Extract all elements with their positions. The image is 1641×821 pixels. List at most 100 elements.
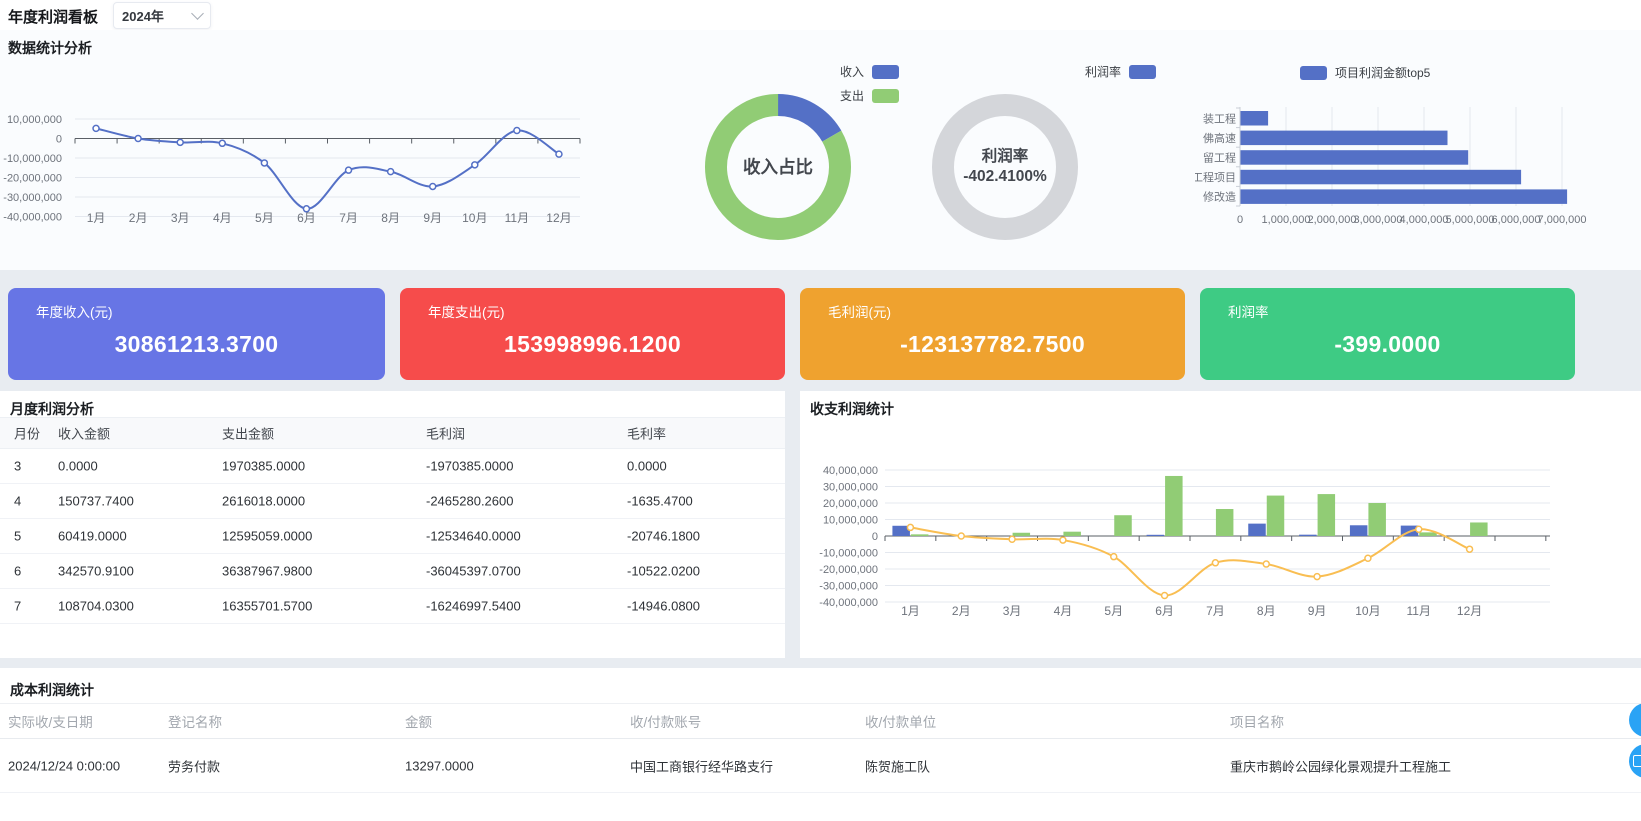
svg-text:工程项目: 工程项目 [1195,171,1236,184]
svg-text:7月: 7月 [1206,604,1225,618]
year-select-value: 2024年 [122,9,164,24]
profit-rate-legend: 利润率 [1085,63,1157,80]
kpi-card-gross-profit: 毛利润(元) -123137782.7500 [800,288,1185,380]
table-cell: -14946.0800 [627,598,701,614]
svg-text:收入占比: 收入占比 [743,157,813,177]
data-point [92,124,100,133]
svg-text:5月: 5月 [1104,604,1123,618]
legend-label: 支出 [840,89,865,103]
kpi-value: 30861213.3700 [114,331,279,357]
svg-text:0: 0 [1237,214,1243,226]
income-expense-section-title: 收支利润统计 [810,401,894,417]
monthly-table-row: 5 60419.0000 12595059.0000 -12534640.0000 -2… [0,519,785,554]
table-cell: 7 [14,598,22,614]
svg-text:7,000,000: 7,000,000 [1538,214,1587,226]
year-select[interactable]: 2024年 [113,2,211,29]
data-point [176,138,184,147]
svg-text:留工程: 留工程 [1203,151,1236,164]
svg-text:-20,000,000: -20,000,000 [3,173,62,185]
legend-swatch-blue [872,64,900,79]
income-bar [892,525,910,536]
table-cell: 36387967.9800 [222,563,313,579]
kpi-card-annual-expense: 年度支出(元) 153998996.1200 [400,288,785,380]
svg-text:4月: 4月 [213,211,232,225]
svg-text:-30,000,000: -30,000,000 [3,192,62,204]
monthly-profit-line-chart[interactable]: 10,000,000 0 -10,000,000 -20,000,000 -30,000… [0,95,600,245]
top-bar: 年度利润看板 2024年 [0,0,1641,31]
column-header: 收/付款账号 [630,715,702,730]
table-cell: 60419.0000 [58,528,127,544]
monthly-table-header: 月份 收入金额 支出金额 毛利润 毛利率 [0,417,785,449]
table-cell: -12534640.0000 [426,528,521,544]
data-point [428,182,437,191]
svg-text:佛高速: 佛高速 [1203,131,1236,145]
svg-text:-10,000,000: -10,000,000 [819,548,878,560]
table-cell: 陈贺施工队 [865,759,931,774]
svg-text:8月: 8月 [381,211,400,225]
table-cell: 0.0000 [58,458,98,474]
table-cell: 0.0000 [627,458,667,474]
data-point [1313,572,1321,581]
legend-swatch-blue [1129,64,1157,79]
svg-text:10,000,000: 10,000,000 [823,515,878,527]
kpi-label: 年度支出(元) [428,305,505,320]
svg-text:6月: 6月 [297,211,316,225]
table-cell: 2616018.0000 [222,493,306,509]
expense-bar [1215,509,1234,536]
legend-swatch-blue [1300,65,1327,80]
svg-text:10月: 10月 [1355,604,1380,618]
svg-text:40,000,000: 40,000,000 [823,465,878,477]
svg-text:0: 0 [872,531,878,543]
profit-rate-donut-chart[interactable]: 利润率 -402.4100% [927,89,1087,249]
expense-bar [1368,503,1386,536]
project-profit-bar [1240,130,1448,146]
svg-text:9月: 9月 [423,211,442,225]
project-profit-bar [1240,189,1568,204]
svg-text:5月: 5月 [255,211,274,225]
income-ratio-donut-chart[interactable]: 收入占比 [700,89,860,249]
stats-panel: 数据统计分析 [0,30,1641,270]
income-bar [1349,525,1368,536]
kpi-card-annual-income: 年度收入(元) 30861213.3700 [8,288,385,380]
column-header: 登记名称 [168,715,222,730]
legend-item-income[interactable]: 收入 [840,63,900,80]
svg-text:3,000,000: 3,000,000 [1354,214,1403,226]
svg-text:-30,000,000: -30,000,000 [819,581,878,593]
income-expense-bar-line-chart[interactable]: 40,000,000 30,000,000 20,000,000 10,000,000… [810,425,1641,625]
income-expense-legend: 收入 支出 [840,63,900,104]
legend-item-project-top5[interactable]: 项目利润金额top5 [1300,64,1430,81]
kpi-value: -399.0000 [1334,331,1441,357]
svg-text:6月: 6月 [1155,604,1174,618]
legend-item-profit-rate[interactable]: 利润率 [1085,63,1157,80]
expense-bar [1012,532,1031,536]
data-point [1211,559,1220,567]
monthly-table-row: 3 0.0000 1970385.0000 -1970385.0000 0.0000 [0,449,785,484]
column-header: 项目名称 [1230,715,1284,730]
svg-text:-10,000,000: -10,000,000 [3,153,62,165]
floating-action-button-top[interactable] [1629,703,1641,737]
table-cell: 2024/12/24 0:00:00 [8,758,121,773]
svg-text:30,000,000: 30,000,000 [823,482,878,494]
svg-text:-20,000,000: -20,000,000 [819,564,878,576]
column-header: 毛利率 [627,426,667,442]
svg-text:2月: 2月 [129,211,148,225]
table-cell: -10522.0200 [627,563,701,579]
svg-text:修改造: 修改造 [1203,190,1236,204]
svg-text:20,000,000: 20,000,000 [823,498,878,510]
table-cell: -1635.4700 [627,493,693,509]
expense-bar [1063,531,1081,536]
table-cell: 12595059.0000 [222,528,313,544]
column-header: 实际收/支日期 [8,715,93,730]
table-cell: 中国工商银行经华路支行 [630,759,774,774]
customer-service-button[interactable] [1629,744,1641,778]
expense-bar [1165,475,1183,536]
page-title: 年度利润看板 [8,9,99,26]
svg-text:利润率: 利润率 [982,146,1029,165]
svg-text:5,000,000: 5,000,000 [1446,214,1495,226]
project-profit-bar [1240,150,1469,165]
table-cell: -1970385.0000 [426,458,514,474]
table-cell: 150737.7400 [58,493,134,509]
legend-item-expense[interactable]: 支出 [840,87,900,104]
monthly-table-body: 3 0.0000 1970385.0000 -1970385.0000 0.0000 4 1… [0,449,785,624]
